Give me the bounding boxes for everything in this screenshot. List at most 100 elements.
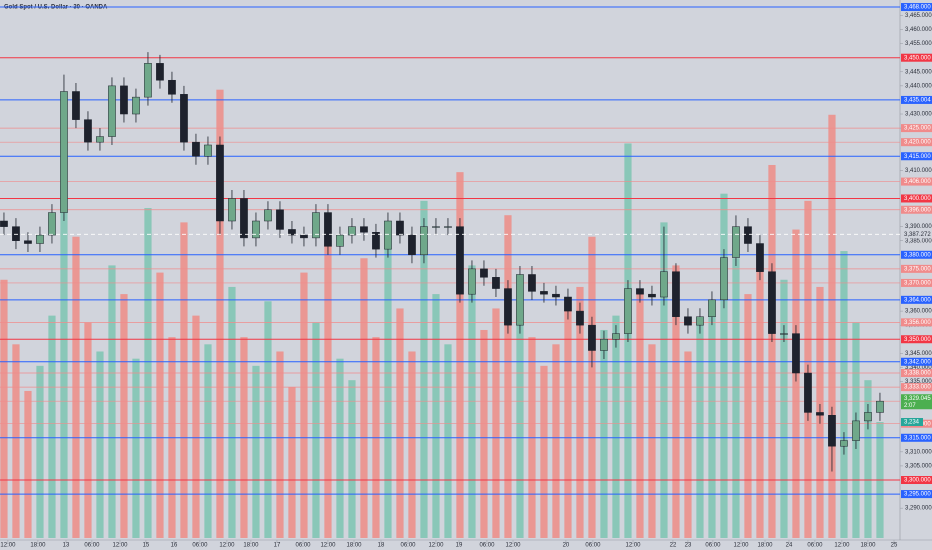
y-tick-label: 3,455.000: [905, 41, 932, 47]
candle-body: [504, 288, 512, 326]
y-tick-label: 3,340.000: [905, 365, 932, 371]
y-tick-label: 3,410.000: [905, 168, 932, 174]
candle-body: [492, 277, 500, 289]
level-label: 3,425.000: [904, 126, 931, 132]
x-tick-label: 20: [563, 543, 570, 549]
candle-body: [144, 63, 152, 98]
x-tick-label: 12:00: [834, 543, 850, 549]
y-tick-label: 3,335.000: [905, 379, 932, 385]
volume-bar: [636, 294, 644, 538]
last-price-label: 3,329.045: [904, 396, 931, 402]
level-label: 3,315.000: [904, 435, 931, 441]
volume-bar: [324, 243, 332, 539]
level-label: 3,468.000: [904, 5, 931, 11]
candle-body: [264, 209, 272, 222]
x-tick-label: 15: [143, 543, 150, 549]
level-tag: [901, 335, 932, 344]
candle-body: [816, 412, 824, 416]
level-tag: [901, 490, 932, 499]
volume-bar: [180, 222, 188, 538]
volume-bar: [36, 365, 44, 538]
volume-bar: [252, 365, 260, 538]
last-price-tag: [901, 394, 932, 410]
level-label: 3,396.000: [904, 207, 931, 213]
volume-bar: [456, 172, 464, 538]
y-tick-label: 3,440.000: [905, 83, 932, 89]
level-tag: [901, 53, 932, 62]
level-label: 3,295.000: [904, 492, 931, 498]
volume-bar: [0, 279, 8, 538]
volume-bar: [312, 322, 320, 538]
candle-body: [744, 226, 752, 244]
candle-body: [828, 415, 836, 447]
volume-bar: [600, 329, 608, 538]
volume-bar: [120, 294, 128, 538]
x-tick-label: 12:00: [505, 543, 521, 549]
volume-bar: [516, 279, 524, 538]
volume-bar: [12, 344, 20, 538]
x-tick-label: 13: [63, 543, 70, 549]
volume-bar: [504, 215, 512, 538]
candle-body: [432, 226, 440, 228]
candle-body: [312, 212, 320, 239]
volume-bar: [864, 380, 872, 538]
x-tick-label: 17: [274, 543, 281, 549]
volume-bar: [768, 164, 776, 538]
x-tick-label: 18:00: [30, 543, 46, 549]
level-tag: [901, 357, 932, 366]
candle-body: [108, 85, 116, 137]
x-tick-label: 12:00: [219, 543, 235, 549]
candle-body: [84, 119, 92, 143]
volume-bar: [648, 344, 656, 538]
x-tick-label: 06:00: [400, 543, 416, 549]
candle-body: [348, 226, 356, 236]
volume-bar: [780, 279, 788, 538]
volume-bar: [684, 351, 692, 538]
candle-body: [12, 226, 20, 241]
candle-body: [540, 291, 548, 295]
candle-body: [684, 316, 692, 326]
volume-bar: [216, 89, 224, 539]
candle-body: [792, 333, 800, 374]
volume-bar: [612, 315, 620, 538]
level-label: 3,333.000: [904, 385, 931, 391]
candle-body: [660, 271, 668, 298]
candle-body: [180, 94, 188, 143]
candle-body: [420, 226, 428, 256]
chart-title: Gold Spot / U.S. Dollar · 30 · OANDA: [4, 5, 108, 11]
volume-bar: [360, 258, 368, 538]
candle-body: [408, 234, 416, 256]
y-tick-label: 3,360.000: [905, 309, 932, 315]
candle-body: [600, 338, 608, 351]
candle-body: [456, 226, 464, 295]
y-tick-label: 3,305.000: [905, 464, 932, 470]
candle-body: [516, 274, 524, 326]
volume-bar: [756, 251, 764, 539]
x-tick-label: 12:00: [112, 543, 128, 549]
y-tick-label: 3,390.000: [905, 224, 932, 230]
level-tag: [901, 295, 932, 304]
volume-bar: [420, 200, 428, 538]
x-tick-label: 12:00: [625, 543, 641, 549]
level-tag: [901, 124, 932, 133]
candle-body: [840, 440, 848, 447]
candle-body: [240, 198, 248, 239]
volume-bar: [720, 193, 728, 538]
level-label: 3,338.000: [904, 371, 931, 377]
level-tag: [901, 318, 932, 327]
x-tick-label: 16: [171, 543, 178, 549]
candle-body: [384, 220, 392, 250]
candle-body: [852, 420, 860, 441]
volume-bar: [432, 294, 440, 538]
candle-body: [804, 372, 812, 413]
level-label: 3,406.000: [904, 179, 931, 185]
y-tick-label: 3,430.000: [905, 112, 932, 118]
volume-bar: [264, 301, 272, 538]
candle-body: [216, 144, 224, 222]
x-tick-label: 06:00: [295, 543, 311, 549]
candle-body: [732, 226, 740, 258]
candle-body: [468, 268, 476, 295]
volume-bar: [300, 272, 308, 538]
candle-body: [396, 220, 404, 236]
